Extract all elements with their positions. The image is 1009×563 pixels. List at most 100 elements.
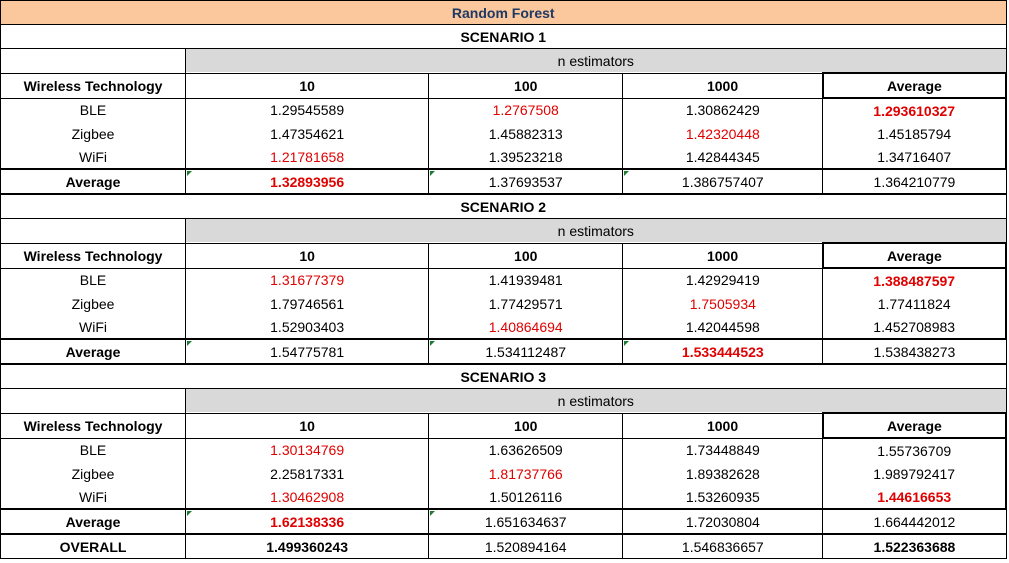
- empty-cell: [0, 388, 187, 413]
- cell-value: 1.55736709: [822, 438, 1008, 462]
- table-row: BLE 1.31677379 1.41939481 1.42929419 1.3…: [0, 268, 1008, 292]
- cell-value: 1.54775781: [185, 338, 430, 365]
- table-row: WiFi 1.52903403 1.40864694 1.42044598 1.…: [0, 315, 1008, 339]
- cell-value: 1.522363688: [822, 533, 1007, 559]
- header-1000: 1000: [622, 242, 824, 269]
- cell-value: 1.81737766: [428, 462, 624, 485]
- cell-value: 1.31677379: [185, 268, 430, 292]
- cell-value: 1.664442012: [822, 508, 1007, 535]
- cell-value: 1.37693537: [428, 168, 624, 195]
- header-average: Average: [821, 412, 1008, 439]
- cell-value: 1.40864694: [428, 315, 624, 339]
- header-wireless-technology: Wireless Technology: [0, 72, 187, 99]
- cell-value: 1.386757407: [622, 168, 824, 195]
- cell-value: 1.7505934: [622, 292, 824, 315]
- cell-value: 1.651634637: [428, 508, 624, 535]
- cell-value: 1.499360243: [185, 533, 430, 559]
- average-row: Average 1.32893956 1.37693537 1.38675740…: [0, 168, 1007, 195]
- cell-value: 1.72030804: [622, 508, 824, 535]
- header-1000: 1000: [622, 72, 824, 99]
- table-row: BLE 1.30134769 1.63626509 1.73448849 1.5…: [0, 438, 1008, 462]
- header-10: 10: [185, 242, 430, 269]
- cell-value: 1.42844345: [622, 145, 824, 169]
- cell-value: 1.2767508: [428, 98, 624, 122]
- row-label: Average: [0, 338, 187, 365]
- cell-value: 2.25817331: [185, 462, 430, 485]
- cell-value: 1.41939481: [428, 268, 624, 292]
- empty-cell: [0, 218, 187, 243]
- cell-value: 1.388487597: [822, 268, 1008, 292]
- cell-value: 1.293610327: [822, 98, 1008, 122]
- header-100: 100: [428, 412, 624, 439]
- header-10: 10: [185, 412, 430, 439]
- cell-value: 1.546836657: [622, 533, 824, 559]
- row-label: OVERALL: [0, 533, 187, 559]
- table-row: Zigbee 2.25817331 1.81737766 1.89382628 …: [0, 462, 1008, 485]
- cell-value: 1.45185794: [822, 122, 1008, 145]
- cell-value: 1.30462908: [185, 485, 430, 509]
- n-estimators-header: n estimators: [185, 218, 1007, 243]
- cell-value: 1.29545589: [185, 98, 430, 122]
- table-row: WiFi 1.21781658 1.39523218 1.42844345 1.…: [0, 145, 1008, 169]
- table-title: Random Forest: [0, 0, 1007, 25]
- header-100: 100: [428, 242, 624, 269]
- cell-value: 1.73448849: [622, 438, 824, 462]
- scenario-2-title: SCENARIO 2: [0, 194, 1007, 219]
- scenario-3-title: SCENARIO 3: [0, 364, 1007, 389]
- cell-value: 1.44616653: [822, 485, 1008, 509]
- scenario-1-title: SCENARIO 1: [0, 24, 1007, 49]
- cell-value: 1.42320448: [622, 122, 824, 145]
- row-label: BLE: [0, 98, 187, 122]
- row-label: WiFi: [0, 145, 187, 169]
- cell-value: 1.42044598: [622, 315, 824, 339]
- row-label: Zigbee: [0, 462, 187, 485]
- table-row: Zigbee 1.79746561 1.77429571 1.7505934 1…: [0, 292, 1008, 315]
- cell-value: 1.520894164: [428, 533, 624, 559]
- cell-value: 1.63626509: [428, 438, 624, 462]
- row-label: Zigbee: [0, 122, 187, 145]
- row-label: BLE: [0, 438, 187, 462]
- average-row: Average 1.62138336 1.651634637 1.7203080…: [0, 508, 1007, 535]
- row-label: Average: [0, 168, 187, 195]
- header-wireless-technology: Wireless Technology: [0, 412, 187, 439]
- cell-value: 1.50126116: [428, 485, 624, 509]
- header-average: Average: [821, 242, 1008, 269]
- cell-value: 1.538438273: [822, 338, 1007, 365]
- average-row: Average 1.54775781 1.534112487 1.5334445…: [0, 338, 1007, 365]
- cell-value: 1.89382628: [622, 462, 824, 485]
- cell-value: 1.533444523: [622, 338, 824, 365]
- header-1000: 1000: [622, 412, 824, 439]
- header-100: 100: [428, 72, 624, 99]
- header-average: Average: [821, 72, 1008, 99]
- cell-value: 1.47354621: [185, 122, 430, 145]
- cell-value: 1.77429571: [428, 292, 624, 315]
- row-label: Zigbee: [0, 292, 187, 315]
- header-wireless-technology: Wireless Technology: [0, 242, 187, 269]
- n-estimators-header: n estimators: [185, 388, 1007, 413]
- cell-value: 1.39523218: [428, 145, 624, 169]
- table-row: BLE 1.29545589 1.2767508 1.30862429 1.29…: [0, 98, 1008, 122]
- cell-value: 1.53260935: [622, 485, 824, 509]
- cell-value: 1.77411824: [822, 292, 1008, 315]
- cell-value: 1.452708983: [822, 315, 1008, 339]
- table-row: WiFi 1.30462908 1.50126116 1.53260935 1.…: [0, 485, 1008, 509]
- empty-cell: [0, 48, 187, 73]
- overall-row: OVERALL 1.499360243 1.520894164 1.546836…: [0, 533, 1007, 559]
- cell-value: 1.52903403: [185, 315, 430, 339]
- n-estimators-header: n estimators: [185, 48, 1007, 73]
- cell-value: 1.45882313: [428, 122, 624, 145]
- cell-value: 1.32893956: [185, 168, 430, 195]
- cell-value: 1.30134769: [185, 438, 430, 462]
- row-label: WiFi: [0, 315, 187, 339]
- cell-value: 1.79746561: [185, 292, 430, 315]
- row-label: WiFi: [0, 485, 187, 509]
- row-label: BLE: [0, 268, 187, 292]
- cell-value: 1.989792417: [822, 462, 1008, 485]
- cell-value: 1.364210779: [822, 168, 1007, 195]
- cell-value: 1.34716407: [822, 145, 1008, 169]
- table-row: Zigbee 1.47354621 1.45882313 1.42320448 …: [0, 122, 1008, 145]
- cell-value: 1.62138336: [185, 508, 430, 535]
- cell-value: 1.42929419: [622, 268, 824, 292]
- row-label: Average: [0, 508, 187, 535]
